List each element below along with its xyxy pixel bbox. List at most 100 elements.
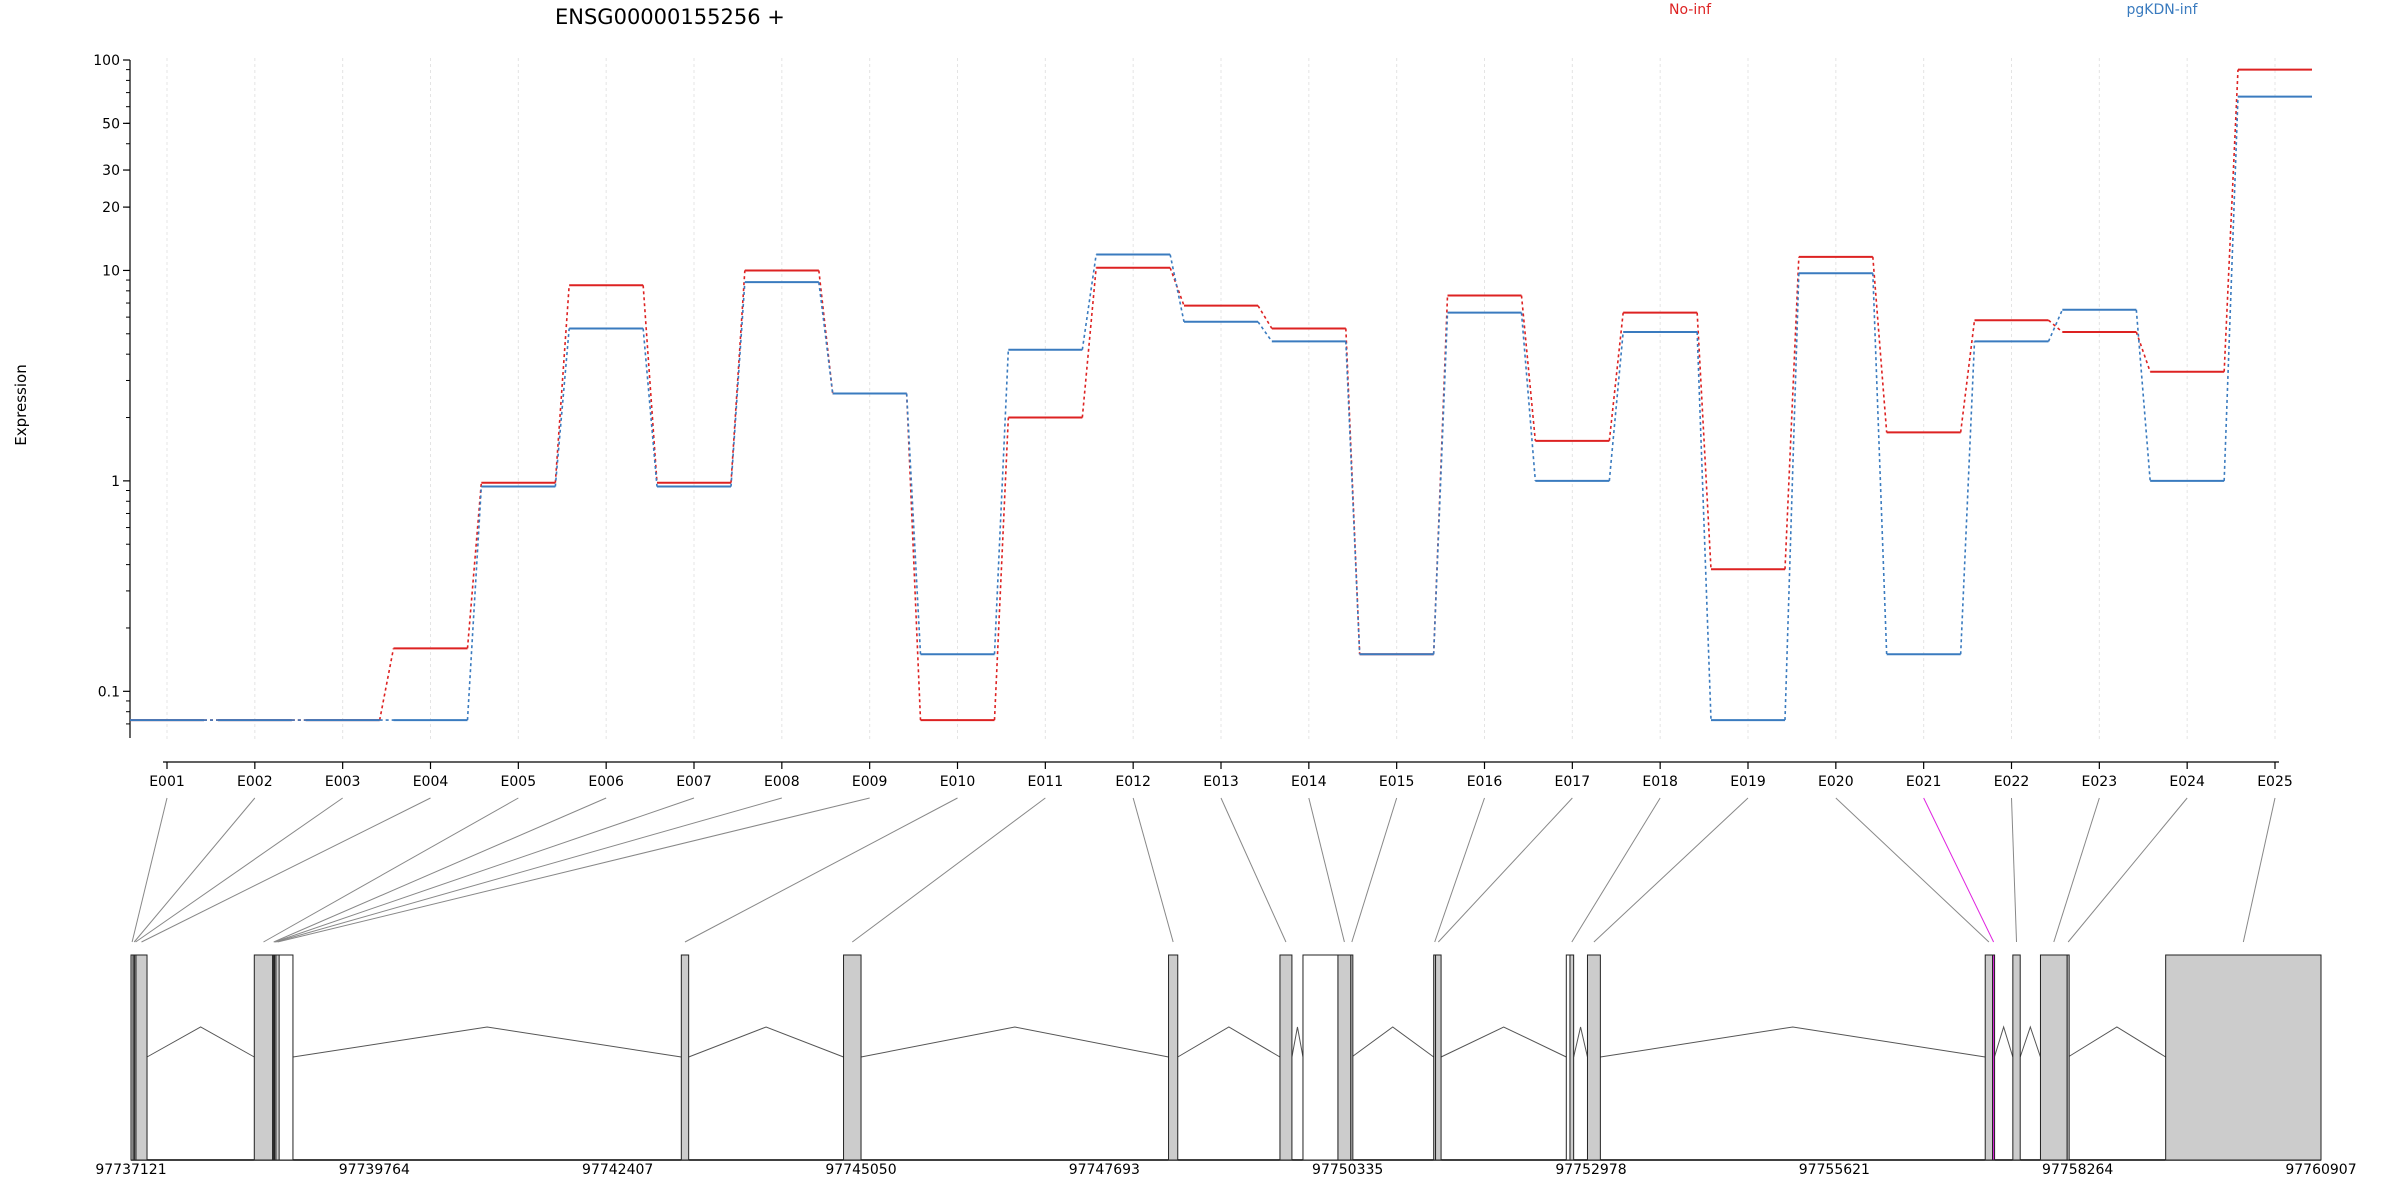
coordinate-label: 97758264 xyxy=(2042,1162,2113,1178)
x-tick-label: E011 xyxy=(1028,774,1064,790)
exon-box xyxy=(1435,954,1442,1161)
series-connector xyxy=(1520,312,1537,481)
axes: 0.1 1 10 20 30 50 100 E001 E002 E003 E004 E005 E006 E… xyxy=(93,53,2293,790)
series-connector xyxy=(1257,321,1273,342)
series-connector xyxy=(1081,254,1097,350)
series-connector xyxy=(1432,295,1449,655)
legend-entry-pgkdn-inf: pgKDN-inf xyxy=(2127,2,2199,18)
exon-box xyxy=(2039,954,2068,1161)
connector-line xyxy=(133,797,256,943)
series-connector xyxy=(730,282,746,487)
exon-box xyxy=(253,954,274,1161)
series-connector xyxy=(2223,69,2239,372)
x-tick-label: E010 xyxy=(940,774,976,790)
x-tick-label: E004 xyxy=(413,774,449,790)
x-tick-label: E014 xyxy=(1291,774,1327,790)
x-tick-label: E007 xyxy=(676,774,712,790)
connector-line xyxy=(1132,797,1174,943)
connector-highlight xyxy=(1923,797,1995,943)
connector-line xyxy=(131,797,168,943)
exon-box xyxy=(1569,954,1575,1161)
x-tick-label: E009 xyxy=(852,774,888,790)
x-tick-label: E019 xyxy=(1730,774,1766,790)
x-tick-label: E015 xyxy=(1379,774,1415,790)
intron-line xyxy=(1177,1026,1281,1058)
intron-line xyxy=(1600,1026,1986,1058)
exon-box xyxy=(2066,954,2070,1161)
coordinate-label: 97737121 xyxy=(95,1162,166,1178)
x-tick-label: E002 xyxy=(237,774,273,790)
series-connector xyxy=(2223,96,2239,481)
exon-box xyxy=(843,954,862,1161)
transcript-box xyxy=(1302,954,1339,1161)
connector-line xyxy=(2067,797,2188,943)
intron-line xyxy=(688,1026,844,1058)
x-tick-label: E008 xyxy=(764,774,800,790)
series-connector xyxy=(2135,309,2151,481)
exon-connectors xyxy=(131,797,2276,943)
y-tick-label: 10 xyxy=(102,263,120,279)
x-tick-label: E001 xyxy=(149,774,185,790)
y-tick-label: 20 xyxy=(102,200,120,216)
exon-box xyxy=(1337,954,1352,1161)
series-connector xyxy=(642,285,658,483)
series-connector xyxy=(1345,341,1361,655)
connector-line xyxy=(263,797,519,943)
series-connector xyxy=(1959,320,1976,433)
connector-line xyxy=(1437,797,1573,943)
series-connector xyxy=(1608,312,1624,441)
exon-box xyxy=(135,954,148,1161)
series-connector xyxy=(554,285,570,483)
series-connector xyxy=(2135,331,2151,373)
series-connector xyxy=(1081,267,1097,418)
x-tick-label: E024 xyxy=(2169,774,2205,790)
intron-line xyxy=(2067,1026,2166,1058)
series-connector xyxy=(905,393,922,655)
series-connector xyxy=(1959,341,1976,655)
connector-line xyxy=(684,797,958,943)
intron-line xyxy=(1291,1026,1304,1058)
x-tick-label: E013 xyxy=(1203,774,1239,790)
connector-line xyxy=(141,797,431,943)
series-connector xyxy=(818,282,834,394)
connector-line xyxy=(277,797,870,943)
series-connector xyxy=(1872,273,1888,655)
series-connector xyxy=(642,328,658,487)
series-connector xyxy=(466,482,483,649)
coordinate-label: 97745050 xyxy=(825,1162,896,1178)
exon-box xyxy=(1168,954,1179,1161)
connector-line xyxy=(1835,797,1990,943)
x-tick-label: E017 xyxy=(1555,774,1591,790)
connector-line xyxy=(851,797,1046,943)
grid xyxy=(166,58,2276,742)
exon-box xyxy=(2012,954,2021,1161)
x-tick-label: E016 xyxy=(1467,774,1503,790)
coordinate-label: 97747693 xyxy=(1069,1162,1140,1178)
connector-line xyxy=(274,797,695,943)
x-tick-label: E018 xyxy=(1642,774,1678,790)
series-connector xyxy=(1257,305,1273,329)
exon-box xyxy=(2165,954,2322,1161)
legend-entry-no-inf: No-inf xyxy=(1669,2,1712,18)
series-connector xyxy=(378,648,395,721)
exon-box xyxy=(1279,954,1293,1161)
series-connector xyxy=(993,349,1010,655)
series-pgkdn-inf xyxy=(130,95,2312,722)
connector-line xyxy=(275,797,782,943)
connector-line xyxy=(1308,797,1345,943)
intron-line xyxy=(860,1026,1169,1058)
connector-line xyxy=(2011,797,2018,943)
coordinate-label: 97750335 xyxy=(1312,1162,1383,1178)
coordinate-label: 97755621 xyxy=(1799,1162,1870,1178)
intron-line xyxy=(2019,1025,2041,1058)
series-connector xyxy=(1432,312,1449,655)
coordinate-label: 97742407 xyxy=(582,1162,653,1178)
x-tick-label: E023 xyxy=(2082,774,2118,790)
connector-line xyxy=(1351,797,1398,943)
series-connector xyxy=(1872,256,1888,433)
coordinate-label: 97760907 xyxy=(2285,1162,2356,1178)
coordinate-label: 97739764 xyxy=(339,1162,410,1178)
series-connector xyxy=(1784,256,1800,570)
exon-box-highlight xyxy=(1992,954,1996,1161)
